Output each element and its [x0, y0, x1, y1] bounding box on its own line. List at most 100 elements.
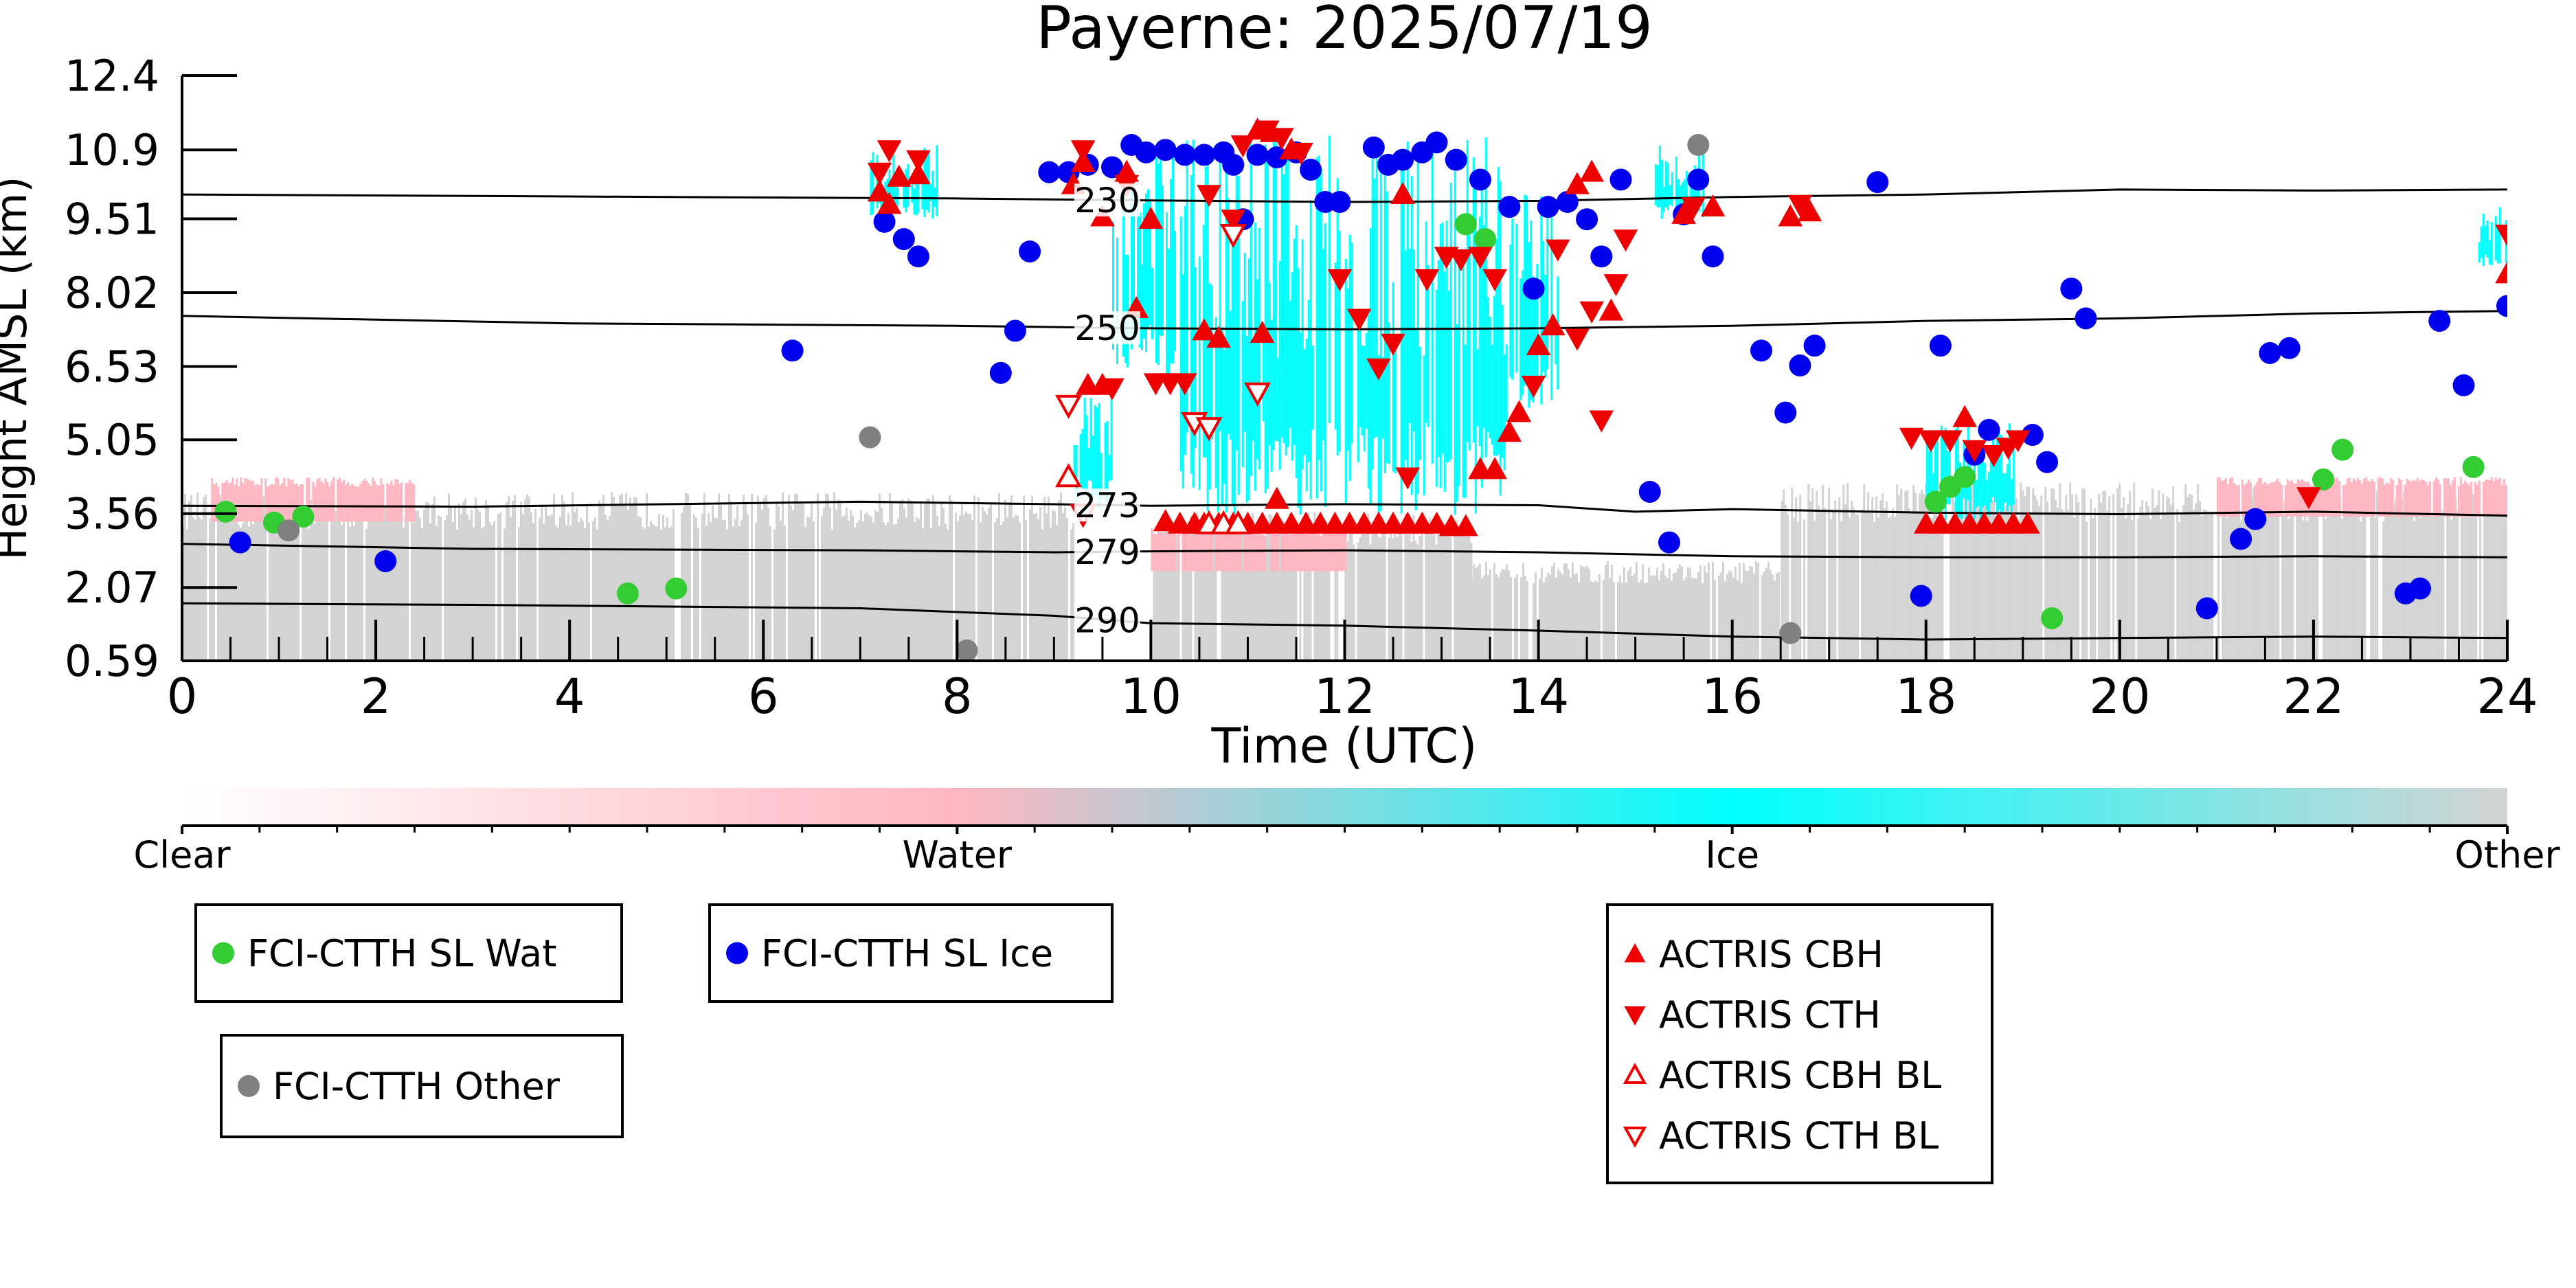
legend-marker [726, 942, 748, 964]
data-point [1445, 148, 1467, 171]
data-point [1918, 430, 1943, 453]
x-tick-label: 0 [167, 668, 198, 725]
y-tick-label: 10.9 [65, 125, 159, 175]
legends: FCI-CTTH SL Wat FCI-CTTH SL Ice FCI-CTTH O… [194, 903, 1993, 1184]
x-tick-label: 16 [1702, 668, 1763, 725]
data-point [2060, 278, 2083, 300]
y-tick-label: 6.53 [65, 341, 159, 392]
legend-entry-actris-cbh: ACTRIS CBH [1624, 933, 1884, 976]
data-point [1797, 199, 1822, 222]
data-point [1054, 394, 1083, 419]
data-point [1300, 159, 1322, 181]
data-point [1506, 400, 1532, 422]
data-point [2296, 487, 2321, 510]
data-point [1381, 333, 1405, 356]
data-point [2259, 341, 2281, 364]
legend-entry-fci-ctth-sl-ice: FCI-CTTH SL Ice [726, 932, 1053, 975]
data-point [1346, 308, 1372, 331]
x-tick-label: 14 [1508, 668, 1569, 725]
data-point [1546, 239, 1570, 262]
data-point [1910, 585, 1932, 607]
legend-marker [1623, 1063, 1647, 1084]
data-point [1206, 326, 1231, 348]
colorbar: Clear Water Ice Other [133, 788, 2560, 877]
data-point [2021, 424, 2044, 447]
x-tick-label: 4 [554, 668, 585, 725]
data-point [2230, 528, 2252, 550]
x-tick-label: 20 [2089, 668, 2150, 725]
data-point [2278, 337, 2301, 359]
data-point [1521, 376, 1546, 398]
data-point [1540, 313, 1566, 336]
data-point [1899, 427, 1924, 450]
series-fci-ctth-other [278, 133, 1802, 661]
y-tick-label: 5.05 [65, 415, 159, 465]
legend-box: FCI-CTTH SL Wat [194, 903, 623, 1003]
data-point [1787, 194, 1813, 217]
data-point [1671, 201, 1696, 224]
legend-label: FCI-CTTH SL Wat [247, 932, 556, 975]
data-point [886, 164, 912, 187]
data-point [1556, 190, 1579, 213]
data-point [1449, 249, 1473, 272]
data-point [2005, 430, 2031, 453]
data-point [859, 426, 881, 449]
data-point [873, 210, 896, 233]
data-point [1329, 190, 1351, 213]
data-point [1173, 373, 1197, 396]
x-tick-label: 12 [1314, 668, 1375, 725]
data-point [1327, 269, 1353, 291]
x-axis-label: Time (UTC) [1211, 718, 1478, 774]
data-point [1244, 382, 1272, 407]
data-point [989, 361, 1012, 384]
data-point [1803, 335, 1826, 357]
y-tick-label: 3.56 [65, 489, 159, 539]
data-point [1482, 269, 1507, 291]
legend-label: ACTRIS CTH BL [1659, 1114, 1939, 1157]
colorbar-label-clear: Clear [133, 833, 231, 877]
data-point [1750, 339, 1772, 362]
data-point [1658, 531, 1680, 554]
cloud-region-water [2216, 477, 2507, 517]
data-point [1221, 210, 1246, 232]
data-point [907, 245, 929, 268]
data-point [2041, 607, 2064, 629]
data-point [1101, 156, 1123, 179]
data-point [1609, 168, 1632, 191]
legend-marker [1624, 943, 1646, 962]
data-point [1579, 301, 1604, 324]
data-point [877, 140, 902, 163]
data-point [781, 339, 804, 362]
data-point [1468, 247, 1493, 269]
data-point [1265, 146, 1288, 169]
data-point [1390, 181, 1415, 204]
data-point [1250, 320, 1275, 343]
data-point [2462, 455, 2485, 478]
data-point [665, 577, 688, 600]
y-tick-label: 9.51 [65, 194, 159, 244]
data-point [1613, 229, 1638, 252]
legend-marker [1623, 1127, 1647, 1148]
data-point [1687, 133, 1710, 156]
data-point [1289, 142, 1313, 165]
legend-box: FCI-CTTH SL Ice [708, 903, 1114, 1003]
data-point [1414, 269, 1440, 291]
data-point [1454, 213, 1477, 236]
data-point [1598, 298, 1624, 321]
data-point [892, 228, 915, 251]
legend-frame [220, 1034, 624, 1138]
colorbar-label-water: Water [903, 833, 1013, 877]
isotherm-label: 250 [1074, 308, 1140, 348]
data-point [2244, 508, 2267, 530]
legend-marker [1624, 1006, 1646, 1026]
data-point [1954, 466, 1976, 488]
data-point [374, 550, 397, 572]
series-actris-cth [867, 120, 2507, 510]
data-point [1778, 204, 1803, 227]
legend-box: FCI-CTTH Other [220, 1034, 624, 1138]
colorbar-ticks [181, 826, 2509, 834]
data-point [1526, 333, 1551, 356]
data-point [1392, 148, 1414, 171]
data-point [1929, 335, 1952, 357]
data-point [1269, 128, 1294, 150]
